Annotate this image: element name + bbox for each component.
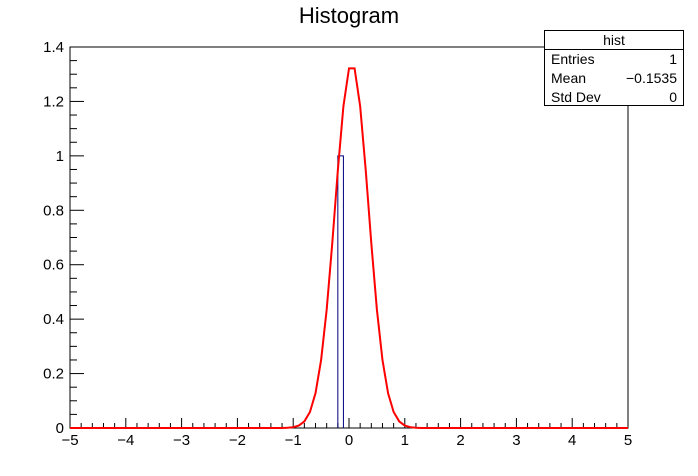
x-tick-label: 4 xyxy=(568,432,576,449)
stats-box: hist Entries 1 Mean −0.1535 Std Dev 0 xyxy=(544,30,684,106)
histogram-bars xyxy=(337,155,344,428)
stats-title: hist xyxy=(545,31,683,50)
stats-value-stddev: 0 xyxy=(669,89,677,105)
x-tick-label: −5 xyxy=(61,432,78,449)
fit-curve-group xyxy=(70,67,628,429)
x-tick-label: 5 xyxy=(624,432,632,449)
x-tick-label: 0 xyxy=(345,432,353,449)
y-tick-label: 1.4 xyxy=(43,39,64,56)
x-tick-label: 3 xyxy=(512,432,520,449)
y-tick-label: 0.6 xyxy=(43,257,64,274)
x-tick-label: 2 xyxy=(456,432,464,449)
x-tick-label: −1 xyxy=(285,432,302,449)
y-tick-label: 0.8 xyxy=(43,202,64,219)
x-tick-label: 1 xyxy=(401,432,409,449)
x-tick-label: −4 xyxy=(117,432,134,449)
y-tick-label: 1.2 xyxy=(43,93,64,110)
x-tick-label: −2 xyxy=(229,432,246,449)
y-tick-label: 0.2 xyxy=(43,366,64,383)
fit-curve xyxy=(70,67,628,429)
stats-label-entries: Entries xyxy=(551,51,595,67)
stats-row-entries: Entries 1 xyxy=(545,50,683,69)
stats-label-mean: Mean xyxy=(551,70,587,86)
chart-title: Histogram xyxy=(299,3,399,28)
stats-label-stddev: Std Dev xyxy=(551,89,601,105)
stats-row-mean: Mean −0.1535 xyxy=(545,69,683,88)
y-tick-label: 0.4 xyxy=(43,311,64,328)
histogram-bar xyxy=(337,155,344,428)
y-tick-label: 0 xyxy=(56,420,64,437)
stats-row-stddev: Std Dev 0 xyxy=(545,88,683,107)
stats-value-entries: 1 xyxy=(669,51,677,67)
axes: −5 −4 −3 −2 −1 0 1 2 3 4 5 0 0.2 0.4 0.6 0.8 1 1.2 1.4 xyxy=(43,39,632,449)
stats-value-mean: −0.1535 xyxy=(626,70,677,86)
y-tick-label: 1 xyxy=(56,148,64,165)
x-tick-label: −3 xyxy=(173,432,190,449)
